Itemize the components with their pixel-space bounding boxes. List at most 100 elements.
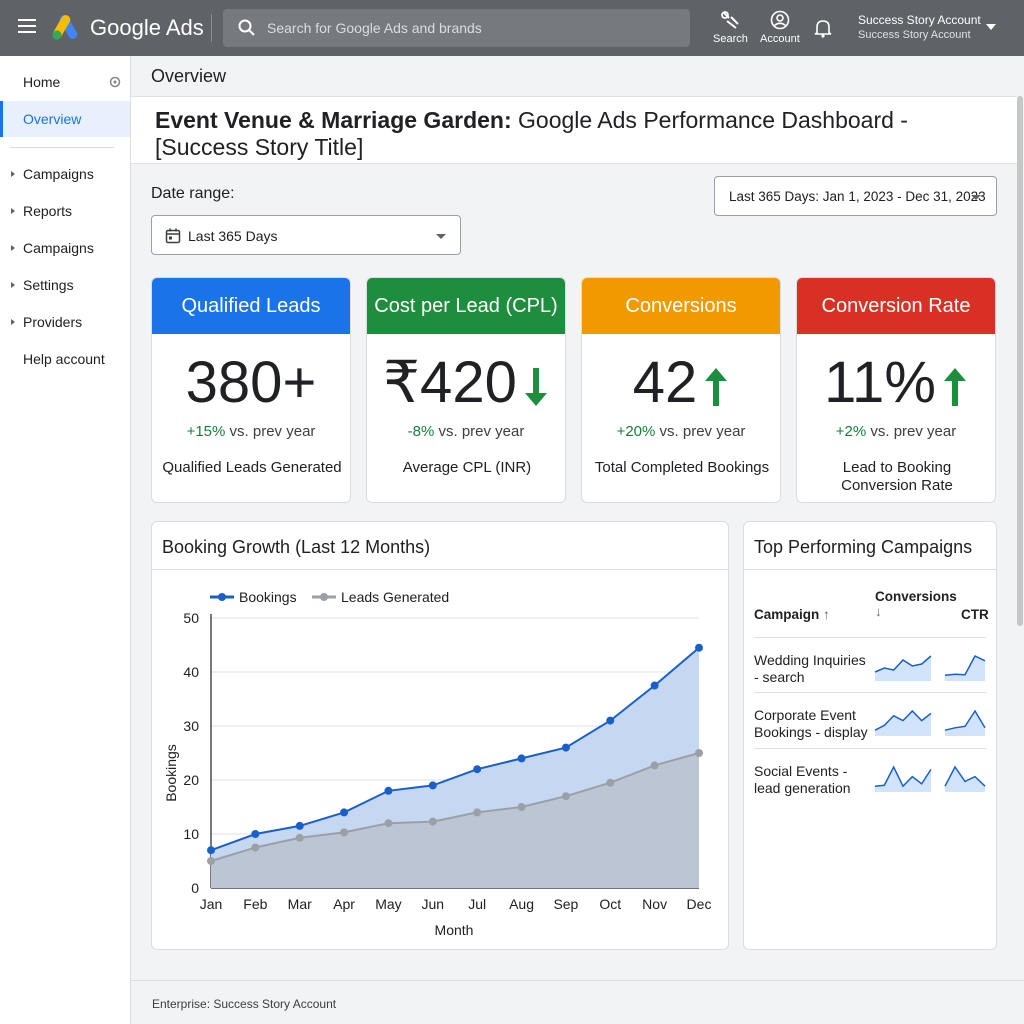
data-point-bookings xyxy=(384,786,393,795)
chevron-down-icon[interactable] xyxy=(986,24,996,30)
kpi-footer: Total Completed Bookings xyxy=(594,459,770,476)
x-tick-label: Nov xyxy=(642,896,667,912)
topbar-divider xyxy=(211,14,212,42)
chevron-down-icon xyxy=(971,195,981,200)
sidebar-item-label: Campaigns xyxy=(23,166,94,182)
data-point-leads-generated xyxy=(340,828,349,837)
sort-down-icon: ↓ xyxy=(875,604,882,619)
date-range-value: Last 365 Days xyxy=(188,228,278,244)
kpi-card-conversion-rate[interactable]: Conversion Rate 11% +2% vs. prev year Lead … xyxy=(796,277,996,503)
chevron-down-icon xyxy=(436,234,446,239)
search-box[interactable] xyxy=(223,9,690,47)
sidebar-item-home[interactable]: Home xyxy=(0,64,130,100)
sidebar: Home Overview Campaigns Reports Campaign… xyxy=(0,56,131,1024)
kpi-delta-text: vs. prev year xyxy=(434,423,525,440)
gear-icon[interactable] xyxy=(108,75,122,89)
bell-icon[interactable] xyxy=(814,18,832,38)
data-point-bookings xyxy=(295,821,304,830)
menu-icon[interactable] xyxy=(18,19,36,33)
x-tick-label: Jun xyxy=(422,896,445,912)
data-point-leads-generated xyxy=(384,819,393,828)
wrench-icon xyxy=(721,11,740,29)
sidebar-item-providers[interactable]: Providers xyxy=(0,304,130,340)
sidebar-item-label: Settings xyxy=(23,277,74,293)
col-header-conversions[interactable]: Conversions ↓ xyxy=(875,589,957,619)
conversions-sparkline xyxy=(874,765,932,792)
sparkline-area xyxy=(945,711,985,736)
campaign-row[interactable]: Corporate Event Bookings - display xyxy=(754,692,986,748)
page-title: Overview xyxy=(151,66,227,86)
series-line-bookings xyxy=(210,646,700,852)
account-button[interactable]: Account xyxy=(760,10,800,45)
col-header-campaign[interactable]: Campaign ↑ xyxy=(754,607,830,622)
legend-marker-leads-generated xyxy=(320,593,328,601)
sidebar-item-label: Reports xyxy=(23,203,73,219)
hero-banner: Event Venue & Marriage Garden: Google Ad… xyxy=(131,96,1017,164)
booking-growth-chart: 0 10 20 30 40 50 Jan Feb Mar Apr May Jun Jul Aug Sep Oc… xyxy=(163,589,711,938)
date-range-detail-select[interactable]: Last 365 Days: Jan 1, 2023 - Dec 31, 202… xyxy=(714,176,997,216)
kpi-delta: +2% vs. prev year xyxy=(797,423,995,440)
date-range-select[interactable]: Last 365 Days xyxy=(151,215,461,255)
scrollbar[interactable] xyxy=(1017,96,1023,626)
search-input[interactable] xyxy=(267,17,667,39)
kpi-title: Cost per Lead (CPL) xyxy=(367,278,565,334)
arrow-up-icon xyxy=(705,367,728,406)
x-tick-label: Aug xyxy=(509,896,534,912)
kpi-delta-pct: -8% xyxy=(407,423,435,440)
sidebar-item-help[interactable]: Help account xyxy=(0,341,130,377)
sidebar-item-overview[interactable]: Overview xyxy=(0,101,130,137)
data-point-leads-generated xyxy=(695,749,703,757)
sidebar-item-campaigns[interactable]: Campaigns xyxy=(0,156,130,192)
x-tick-label: Feb xyxy=(243,896,267,912)
kpi-card-cost-per-lead[interactable]: Cost per Lead (CPL) ₹420 -8% vs. prev year… xyxy=(366,277,566,503)
x-tick-label: Mar xyxy=(288,896,312,912)
kpi-delta-text: vs. prev year xyxy=(655,423,746,440)
dashboard-title: Event Venue & Marriage Garden: Google Ad… xyxy=(155,107,995,161)
x-tick-label: May xyxy=(375,896,401,912)
x-tick-label: Apr xyxy=(333,896,355,912)
col-header-conversions-label: Conversions xyxy=(875,589,957,604)
kpi-value: ₹420 xyxy=(367,350,565,416)
data-point-leads-generated xyxy=(428,817,437,826)
campaigns-panel-title: Top Performing Campaigns xyxy=(754,537,973,557)
data-point-bookings xyxy=(695,643,703,652)
kpi-value: 11% xyxy=(797,350,995,416)
google-ads-logo-icon[interactable] xyxy=(52,14,80,40)
footer: Enterprise: Success Story Account xyxy=(131,980,1024,1024)
account-switcher[interactable]: Success Story Account Success Story Acco… xyxy=(858,13,981,43)
sparkline-line xyxy=(944,765,986,787)
sidebar-item-campaigns-2[interactable]: Campaigns xyxy=(0,230,130,266)
expand-arrow-icon xyxy=(11,282,15,288)
col-header-ctr[interactable]: CTR xyxy=(961,607,989,622)
campaign-name: Wedding Inquiries - search xyxy=(754,652,866,685)
panel-divider xyxy=(744,569,996,570)
date-range-label: Date range: xyxy=(151,185,235,202)
kpi-card-qualified-leads[interactable]: Qualified Leads 380+ +15% vs. prev year Qua… xyxy=(151,277,351,503)
tools-search-button[interactable]: Search xyxy=(713,10,748,45)
data-point-bookings xyxy=(340,808,349,817)
kpi-delta: -8% vs. prev year xyxy=(367,423,565,440)
sidebar-item-label: Campaigns xyxy=(23,240,94,256)
kpi-value: 380+ xyxy=(152,350,350,416)
sidebar-item-reports[interactable]: Reports xyxy=(0,193,130,229)
y-tick-label: 20 xyxy=(183,772,199,788)
sparkline-area xyxy=(875,656,931,681)
account-name: Success Story Account xyxy=(858,13,981,27)
kpi-card-conversions[interactable]: Conversions 42 +20% vs. prev year Total Com… xyxy=(581,277,781,503)
kpi-footer: Lead to Booking Conversion Rate xyxy=(841,459,953,494)
y-tick-label: 30 xyxy=(183,718,199,734)
conversions-sparkline xyxy=(874,709,932,736)
data-point-bookings xyxy=(517,754,526,763)
y-axis-label: Bookings xyxy=(163,744,179,802)
campaign-row[interactable]: Social Events - lead generation xyxy=(754,748,986,804)
data-point-leads-generated xyxy=(517,803,526,811)
brand-name[interactable]: Google Ads xyxy=(90,15,204,40)
kpi-footer: Qualified Leads Generated xyxy=(162,459,342,476)
kpi-value-text: 42 xyxy=(632,350,698,415)
kpi-title: Conversion Rate xyxy=(797,278,995,334)
sparkline-area xyxy=(875,767,931,792)
sidebar-item-settings[interactable]: Settings xyxy=(0,267,130,303)
y-tick-label: 10 xyxy=(183,826,199,842)
expand-arrow-icon xyxy=(11,319,15,325)
campaign-row[interactable]: Wedding Inquiries - search xyxy=(754,637,986,693)
